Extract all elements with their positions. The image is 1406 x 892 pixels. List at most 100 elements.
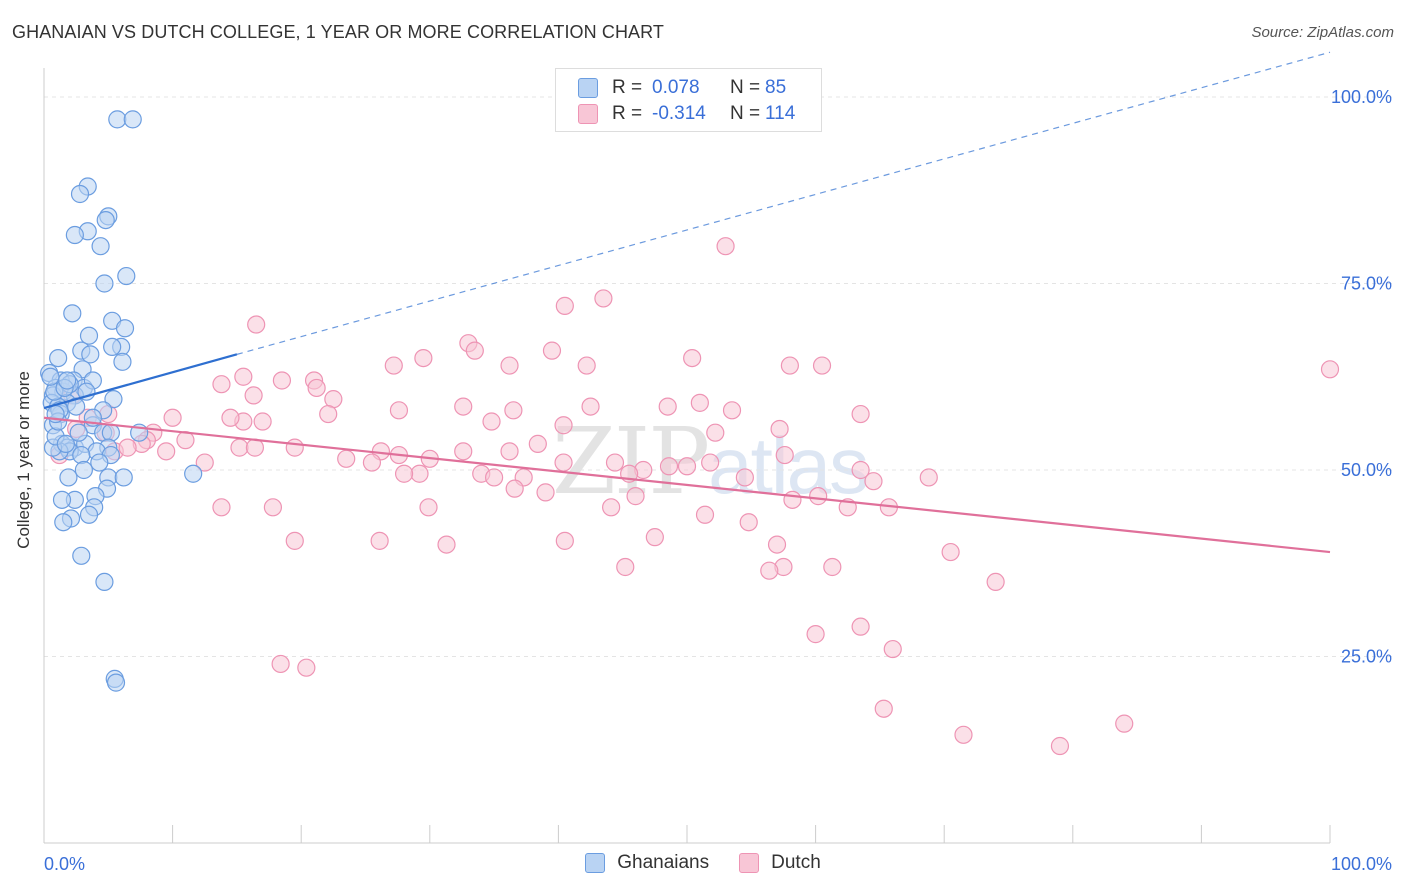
- dutch-point: [864, 472, 883, 491]
- dutch-point: [986, 572, 1005, 592]
- ghanaian-point: [72, 546, 91, 565]
- dutch-point: [394, 464, 414, 483]
- legend-r-label: R =: [612, 103, 643, 124]
- dutch-point: [760, 561, 779, 580]
- source-credit: Source: ZipAtlas.com: [1251, 24, 1394, 41]
- dutch-point: [767, 535, 787, 554]
- ghanaian-point: [108, 110, 127, 129]
- dutch-point: [581, 397, 600, 416]
- legend-label-dutch: Dutch: [771, 852, 821, 873]
- dutch-point: [770, 419, 789, 439]
- dutch-point: [528, 434, 547, 453]
- ghanaian-point: [95, 572, 114, 592]
- ghanaian-point: [41, 367, 60, 386]
- ghanaian-point: [69, 423, 88, 442]
- chart-title: GHANAIAN VS DUTCH COLLEGE, 1 YEAR OR MOR…: [12, 22, 665, 42]
- dutch-point: [285, 531, 304, 550]
- ghanaian-point: [117, 266, 136, 286]
- ghanaian-point: [79, 505, 99, 524]
- dutch-point: [659, 457, 679, 476]
- legend-item-ghanaians[interactable]: Ghanaians: [585, 852, 709, 874]
- y-tick-label: 50.0%: [1341, 460, 1392, 480]
- dutch-point: [555, 296, 574, 315]
- dutch-point: [536, 483, 555, 502]
- ghanaian-point: [59, 468, 78, 487]
- legend-n-value: 114: [765, 103, 796, 124]
- dutch-trend-line: [43, 416, 1331, 554]
- dutch-point: [271, 654, 290, 674]
- dutch-point: [414, 349, 433, 368]
- dutch-point: [919, 468, 938, 487]
- dutch-point: [370, 531, 389, 550]
- dutch-point: [616, 557, 635, 577]
- dutch-point: [695, 505, 715, 524]
- legend-n-label: N =: [730, 77, 761, 98]
- legend-r-label: R =: [612, 77, 643, 98]
- ghanaian-point: [90, 453, 109, 472]
- ghanaian-point: [63, 304, 82, 323]
- dutch-point: [577, 356, 596, 375]
- ghanaian-point: [58, 371, 77, 390]
- dutch-point: [554, 453, 573, 472]
- dutch-point: [722, 401, 742, 420]
- ghanaian-point: [123, 110, 142, 129]
- dutch-point: [783, 490, 802, 509]
- dutch-point: [690, 393, 709, 412]
- legend-swatch-ghanaians: [578, 78, 598, 98]
- dutch-point: [245, 438, 265, 457]
- dutch-point: [500, 356, 519, 375]
- legend-swatch-dutch: [739, 853, 760, 873]
- dutch-point: [263, 498, 283, 517]
- dutch-point: [677, 457, 697, 476]
- dutch-point: [297, 658, 316, 677]
- dutch-point: [362, 453, 382, 472]
- ghanaian-point: [56, 434, 75, 453]
- dutch-point: [505, 479, 524, 498]
- dutch-point: [775, 445, 794, 465]
- legend-n-label: N =: [730, 103, 761, 124]
- ghanaian-trend-line: [43, 353, 238, 410]
- ghanaian-point: [74, 460, 93, 480]
- dutch-point: [244, 386, 263, 405]
- legend-swatch-ghanaians: [585, 853, 606, 873]
- dutch-point: [234, 367, 253, 386]
- ghanaian-trend-extension: [236, 51, 1331, 355]
- dutch-point: [739, 513, 758, 532]
- dutch-point: [410, 464, 429, 483]
- dutch-point: [247, 315, 266, 334]
- dutch-point: [594, 289, 613, 308]
- ghanaian-point: [104, 390, 123, 409]
- dutch-point: [253, 412, 272, 431]
- legend-r-value: -0.314: [652, 103, 706, 124]
- dutch-point: [212, 375, 231, 394]
- ghanaian-point: [106, 673, 126, 692]
- dutch-point: [319, 404, 338, 424]
- dutch-point: [465, 341, 484, 360]
- dutch-point: [554, 416, 573, 435]
- dutch-point: [874, 699, 893, 718]
- dutch-point: [500, 442, 519, 461]
- x-tick-label: 100.0%: [1331, 854, 1392, 874]
- ghanaian-point: [96, 210, 115, 230]
- dutch-point: [504, 401, 523, 420]
- dutch-point: [454, 442, 473, 461]
- dutch-point: [809, 487, 828, 506]
- legend-row-dutch: R = -0.314 N = 114: [578, 102, 805, 126]
- dutch-point: [645, 528, 664, 547]
- legend-swatch-dutch: [578, 104, 598, 124]
- dutch-point: [419, 498, 438, 517]
- y-tick-label: 25.0%: [1341, 647, 1392, 667]
- ghanaian-point: [81, 345, 100, 364]
- dutch-point: [706, 423, 725, 442]
- dutch-point: [212, 498, 231, 517]
- dutch-point: [1115, 714, 1134, 733]
- ghanaian-point: [115, 319, 135, 338]
- dutch-point: [285, 438, 304, 457]
- ghanaian-point: [49, 349, 68, 368]
- dutch-point: [555, 531, 574, 550]
- dutch-point: [542, 341, 562, 360]
- legend-item-dutch[interactable]: Dutch: [739, 852, 821, 874]
- dutch-point: [195, 453, 214, 472]
- legend-label-ghanaians: Ghanaians: [617, 852, 710, 873]
